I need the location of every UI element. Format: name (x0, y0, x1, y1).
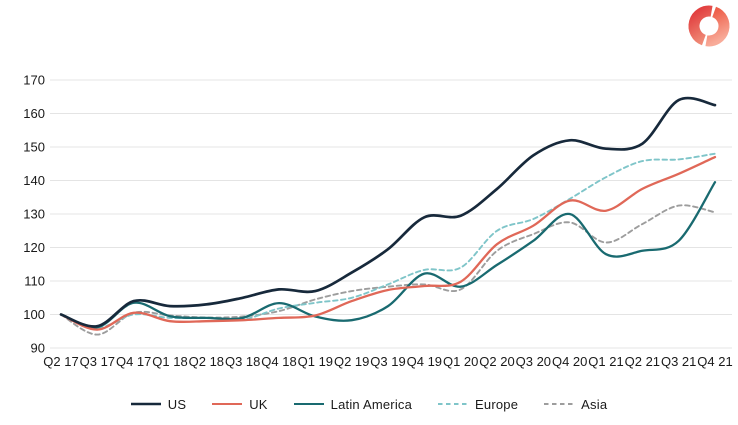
x-axis-label: Q2 17 (43, 354, 78, 369)
legend-label-europe: Europe (475, 396, 519, 412)
x-axis-label: Q2 19 (334, 354, 369, 369)
x-axis-label: Q1 18 (152, 354, 187, 369)
legend-item-europe: Europe (438, 397, 518, 412)
legend-label-asia: Asia (581, 396, 608, 412)
series-line-latin-america (59, 181, 717, 329)
x-axis-label: Q3 19 (370, 354, 405, 369)
x-axis-label: Q2 20 (479, 354, 514, 369)
y-axis-label: 150 (23, 140, 45, 155)
y-axis-label: 90 (31, 341, 45, 356)
series-line-europe (60, 152, 716, 329)
legend-swatch-asia (544, 403, 575, 405)
x-axis-label: Q1 20 (443, 354, 478, 369)
x-axis-label: Q2 21 (625, 354, 660, 369)
legend-item-uk: UK (212, 397, 267, 412)
brand-donut-logo-icon (688, 5, 730, 47)
series-line-us (59, 96, 717, 328)
y-axis-label: 130 (23, 207, 45, 222)
x-axis-label: Q3 21 (661, 354, 696, 369)
legend-swatch-us (130, 402, 161, 406)
x-axis-label: Q3 18 (225, 354, 260, 369)
x-axis-label: Q4 20 (552, 354, 587, 369)
series-line-uk (59, 155, 717, 331)
legend-swatch-europe (438, 403, 469, 405)
x-axis-label: Q4 17 (116, 354, 151, 369)
y-axis-label: 110 (24, 274, 45, 289)
x-axis-label: Q1 19 (298, 354, 333, 369)
legend-item-us: US (130, 396, 187, 412)
series-line-asia (60, 204, 716, 336)
y-axis-label: 120 (23, 240, 45, 255)
legend-item-latin-america: Latin America (293, 396, 413, 412)
x-axis-label: Q3 20 (516, 354, 551, 369)
logo-left-arc (688, 5, 713, 46)
legend-label-us: US (167, 396, 187, 412)
x-axis-label: Q2 18 (189, 354, 224, 369)
legend-label-uk: UK (249, 396, 268, 412)
y-axis-label: 140 (23, 173, 45, 188)
brand-logo (686, 3, 732, 49)
legend-label-latin-america: Latin America (330, 396, 413, 412)
x-axis-label: Q3 17 (80, 354, 115, 369)
logo-right-arc (705, 6, 730, 47)
x-axis-label: Q1 21 (588, 354, 623, 369)
legend-swatch-uk (212, 403, 243, 405)
legend-item-asia: Asia (544, 397, 607, 412)
chart-legend: US UK Latin America Europe Asia (0, 392, 738, 416)
x-axis-label: Q4 19 (407, 354, 442, 369)
x-axis-label: Q4 21 (697, 354, 732, 369)
y-axis-label: 100 (23, 307, 45, 322)
y-axis-label: 160 (23, 106, 45, 121)
y-axis-label: 170 (23, 73, 45, 88)
legend-swatch-latin-america (293, 403, 324, 405)
x-axis-label: Q4 18 (261, 354, 296, 369)
